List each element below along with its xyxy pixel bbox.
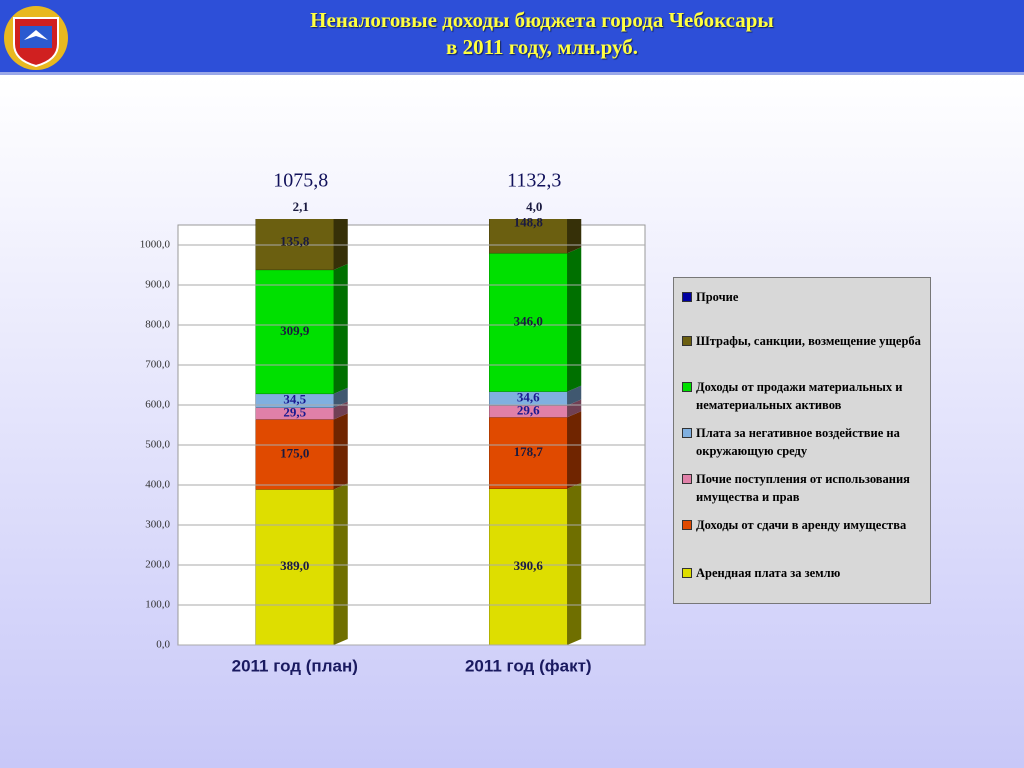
legend-label: Прочие <box>696 290 739 304</box>
data-label: 389,0 <box>280 558 309 573</box>
legend-item: Штрафы, санкции, возмещение ущерба <box>682 332 942 350</box>
legend-label: Почие поступления от использования имуще… <box>696 472 910 504</box>
y-tick-label: 400,0 <box>145 479 170 491</box>
bar-side <box>567 247 582 392</box>
data-label: 346,0 <box>514 313 543 328</box>
legend-swatch <box>682 474 692 484</box>
y-tick-label: 1000,0 <box>140 239 171 251</box>
chart-title: Неналоговые доходы бюджета города Чебокс… <box>310 8 774 32</box>
y-tick-label: 800,0 <box>145 319 170 331</box>
data-label: 29,6 <box>517 402 540 417</box>
legend-label: Доходы от сдачи в аренду имущества <box>696 518 907 532</box>
data-label: 29,5 <box>283 404 306 419</box>
legend-swatch <box>682 520 692 530</box>
bar-side <box>567 186 581 194</box>
legend-swatch <box>682 568 692 578</box>
x-tick-label: 2011 год (факт) <box>465 656 592 675</box>
data-label: 135,8 <box>280 234 310 249</box>
bar-side <box>567 482 582 645</box>
y-tick-label: 600,0 <box>145 399 170 411</box>
bar-segment <box>489 192 567 194</box>
bar-side <box>567 385 582 406</box>
legend-item: Арендная плата за землю <box>682 564 942 582</box>
legend-swatch <box>682 382 692 392</box>
bar-segment <box>256 215 334 216</box>
legend-item: Доходы от продажи материальных и нематер… <box>682 378 942 414</box>
legend-item: Почие поступления от использования имуще… <box>682 470 942 506</box>
bar-segment <box>489 417 568 490</box>
legend-swatch <box>682 336 692 346</box>
legend-label: Арендная плата за землю <box>696 566 841 580</box>
total-label: 1132,3 <box>507 170 561 192</box>
data-label: 148,8 <box>514 214 544 229</box>
bar-side <box>334 209 348 216</box>
legend-label: Штрафы, санкции, возмещение ущерба <box>696 334 921 348</box>
bar-side <box>333 483 348 645</box>
legend-item: Прочие <box>682 288 942 306</box>
data-label: 34,6 <box>517 390 540 405</box>
chart-subtitle: в 2011 году, млн.руб. <box>446 35 638 59</box>
bar-side <box>333 387 348 408</box>
y-tick-label: 200,0 <box>145 559 170 571</box>
header: Неналоговые доходы бюджета города Чебокс… <box>0 0 1024 75</box>
y-tick-label: 900,0 <box>145 279 170 291</box>
bar-side <box>567 219 582 254</box>
legend-label: Доходы от продажи материальных и нематер… <box>696 380 903 412</box>
total-label: 1075,8 <box>273 170 328 192</box>
data-label: 4,0 <box>526 199 542 214</box>
legend-label: Плата за негативное воздействие на окруж… <box>696 426 900 458</box>
bar-segment <box>489 219 568 254</box>
bar-side <box>333 413 348 490</box>
bar-segment <box>489 488 568 646</box>
y-tick-label: 700,0 <box>145 359 170 371</box>
data-label: 2,1 <box>293 199 309 214</box>
bar-side <box>567 411 582 489</box>
legend-item: Доходы от сдачи в аренду имущества <box>682 516 942 534</box>
y-tick-label: 500,0 <box>145 439 170 451</box>
data-label: 34,5 <box>283 392 306 407</box>
legend-item: Плата за негативное воздействие на окруж… <box>682 424 942 460</box>
bar-segment <box>255 269 334 395</box>
emblem <box>4 6 68 70</box>
bar-side <box>333 219 348 270</box>
y-tick-label: 300,0 <box>145 519 170 531</box>
y-tick-label: 0,0 <box>156 639 170 651</box>
legend-swatch <box>682 428 692 438</box>
data-label: 175,0 <box>280 445 309 460</box>
data-label: 390,6 <box>514 558 544 573</box>
bar-side <box>567 399 582 418</box>
legend: Прочие Штрафы, санкции, возмещение ущерба… <box>673 277 931 604</box>
y-tick-label: 100,0 <box>145 599 170 611</box>
data-label: 178,7 <box>514 444 544 459</box>
bar-side <box>333 263 348 394</box>
legend-swatch <box>682 292 692 302</box>
bar-side <box>333 401 348 420</box>
x-tick-label: 2011 год (план) <box>232 656 358 675</box>
data-label: 309,9 <box>280 323 310 338</box>
